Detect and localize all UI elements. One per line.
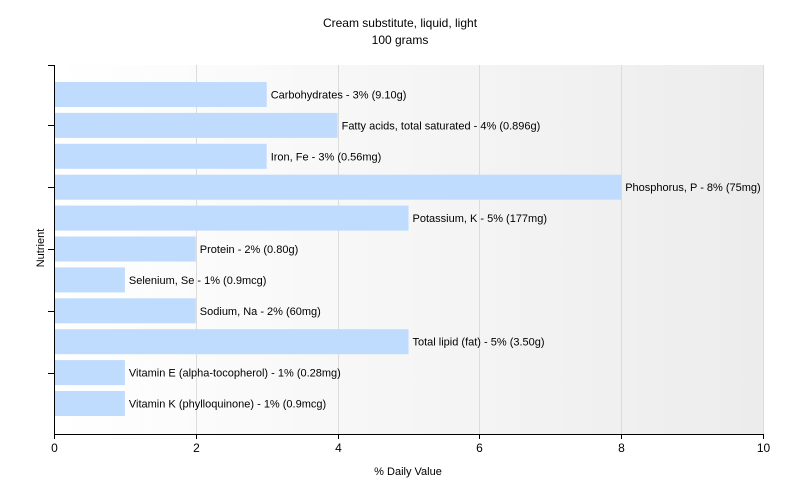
data-label-3: Phosphorus, P - 8% (75mg) — [625, 182, 761, 194]
bar-5 — [55, 236, 196, 262]
bar-8 — [55, 329, 409, 355]
data-label-1: Fatty acids, total saturated - 4% (0.896… — [342, 120, 541, 132]
bar-0 — [55, 82, 267, 107]
bar-2 — [55, 143, 267, 169]
x-tick-label-4: 4 — [335, 441, 342, 455]
data-label-7: Sodium, Na - 2% (60mg) — [200, 306, 321, 318]
x-tick-label-6: 6 — [476, 441, 483, 455]
chart-subtitle: 100 grams — [371, 33, 429, 47]
bar-6 — [55, 267, 125, 293]
data-label-8: Total lipid (fat) - 5% (3.50g) — [413, 337, 545, 349]
bar-10 — [55, 391, 125, 416]
chart-title: Cream substitute, liquid, light — [322, 16, 478, 30]
bar-7 — [55, 298, 196, 324]
bar-3 — [55, 174, 622, 200]
x-tick-label-0: 0 — [51, 441, 58, 455]
x-tick-label-2: 2 — [193, 441, 200, 455]
data-label-6: Selenium, Se - 1% (0.9mcg) — [129, 275, 267, 287]
data-label-5: Protein - 2% (0.80g) — [200, 244, 298, 256]
x-axis-label: % Daily Value — [374, 466, 442, 478]
data-label-0: Carbohydrates - 3% (9.10g) — [271, 90, 407, 102]
data-label-4: Potassium, K - 5% (177mg) — [413, 213, 548, 225]
bar-4 — [55, 205, 409, 231]
bar-1 — [55, 112, 338, 138]
bar-9 — [55, 360, 125, 386]
data-label-9: Vitamin E (alpha-tocopherol) - 1% (0.28m… — [129, 368, 341, 380]
y-axis-label: Nutrient — [35, 228, 47, 268]
x-tick-label-10: 10 — [757, 441, 771, 455]
data-label-2: Iron, Fe - 3% (0.56mg) — [271, 151, 382, 163]
x-tick-label-8: 8 — [618, 441, 625, 455]
data-label-10: Vitamin K (phylloquinone) - 1% (0.9mcg) — [129, 399, 326, 411]
